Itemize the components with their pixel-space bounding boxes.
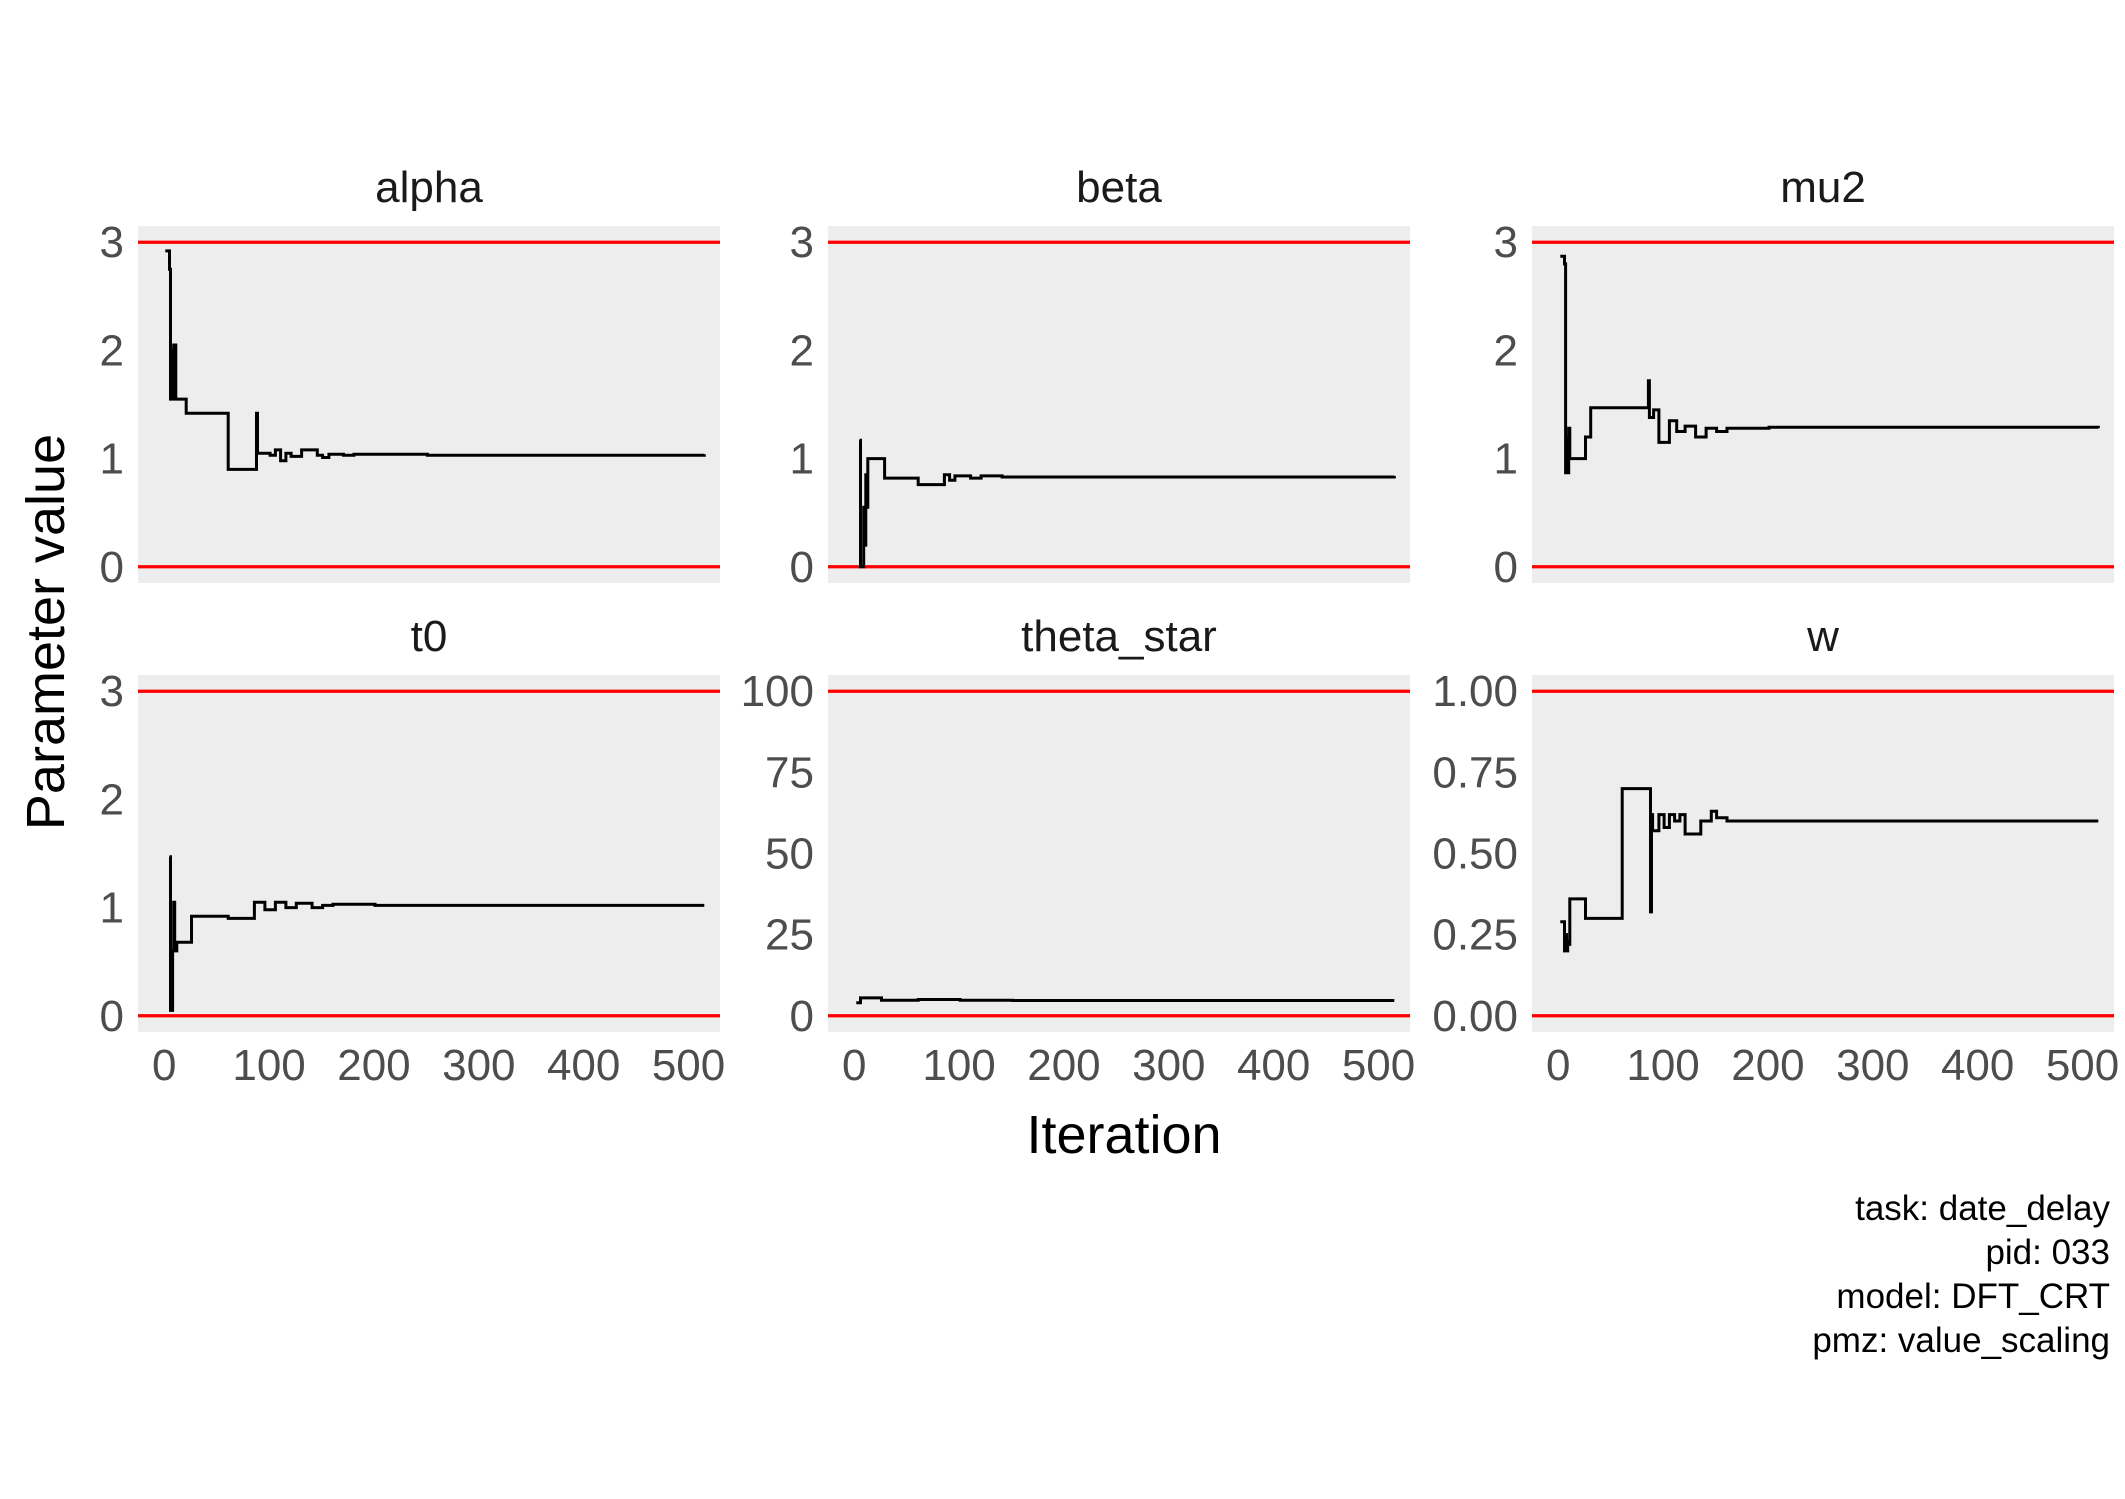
- panel-beta: beta 0 1 2 3: [790, 163, 1410, 592]
- y-tick-label: 0.75: [1432, 748, 1518, 797]
- caption-pid: pid: 033: [1985, 1233, 2110, 1272]
- caption-pmz: pmz: value_scaling: [1812, 1321, 2110, 1360]
- panel-mu2: mu2 0 1 2 3: [1494, 163, 2114, 592]
- x-tick-label: 500: [2046, 1041, 2119, 1090]
- caption-task: task: date_delay: [1855, 1189, 2110, 1228]
- panel-w: w 0.00 0.25 0.50 0.75 1.00 0 100 200 300 400 500: [1432, 612, 2119, 1090]
- panel-title: alpha: [375, 163, 483, 212]
- y-tick-label: 1: [790, 435, 814, 484]
- trace-line: [859, 438, 1396, 569]
- y-tick-label: 2: [1494, 326, 1518, 375]
- y-tick-label: 3: [790, 218, 814, 267]
- x-tick-label: 500: [652, 1041, 725, 1090]
- x-tick-label: 300: [1836, 1041, 1909, 1090]
- trace-line: [165, 249, 706, 471]
- trace-line: [169, 855, 705, 1012]
- x-tick-label: 0: [1546, 1041, 1570, 1090]
- x-tick-label: 200: [1027, 1041, 1100, 1090]
- panel-title: t0: [411, 612, 448, 661]
- panel-background: [828, 226, 1410, 583]
- panel-background: [828, 675, 1410, 1032]
- panel-title: w: [1806, 612, 1839, 661]
- trace-line: [1560, 787, 2099, 953]
- y-tick-label: 0.00: [1432, 992, 1518, 1041]
- y-tick-label: 2: [790, 326, 814, 375]
- x-tick-label: 100: [922, 1041, 995, 1090]
- y-tick-label: 1.00: [1432, 667, 1518, 716]
- x-tick-label: 100: [232, 1041, 305, 1090]
- panel-title: theta_star: [1021, 612, 1217, 661]
- panel-background: [1532, 226, 2114, 583]
- panel-alpha: alpha 0 1 2 3: [100, 163, 720, 592]
- y-tick-label: 50: [765, 830, 814, 879]
- y-tick-label: 0: [790, 992, 814, 1041]
- x-axis-title: Iteration: [1026, 1105, 1221, 1165]
- x-tick-label: 100: [1626, 1041, 1699, 1090]
- y-tick-label: 3: [100, 218, 124, 267]
- y-tick-label: 75: [765, 748, 814, 797]
- x-tick-label: 200: [337, 1041, 410, 1090]
- panel-background: [138, 675, 720, 1032]
- y-tick-label: 0: [100, 992, 124, 1041]
- y-tick-label: 100: [741, 667, 814, 716]
- y-tick-label: 3: [1494, 218, 1518, 267]
- x-tick-label: 0: [152, 1041, 176, 1090]
- y-tick-label: 25: [765, 911, 814, 960]
- panel-t0: t0 0 1 2 3 0 100 200 300 400 500: [100, 612, 726, 1090]
- y-tick-label: 3: [100, 667, 124, 716]
- y-tick-label: 0: [790, 543, 814, 592]
- y-tick-label: 0.25: [1432, 911, 1518, 960]
- y-tick-label: 0.50: [1432, 830, 1518, 879]
- y-axis-title: Parameter value: [16, 434, 76, 830]
- panel-theta_star: theta_star 0 25 50 75 100 0 100 200 300 400 500: [741, 612, 1416, 1090]
- x-tick-label: 300: [1132, 1041, 1205, 1090]
- panel-background: [1532, 675, 2114, 1032]
- panel-title: beta: [1076, 163, 1162, 212]
- y-tick-label: 1: [100, 884, 124, 933]
- y-tick-label: 2: [100, 775, 124, 824]
- y-tick-label: 0: [1494, 543, 1518, 592]
- y-tick-label: 1: [100, 435, 124, 484]
- y-tick-label: 1: [1494, 435, 1518, 484]
- x-tick-label: 400: [1237, 1041, 1310, 1090]
- panel-background: [138, 226, 720, 583]
- x-tick-label: 300: [442, 1041, 515, 1090]
- plot-caption: task: date_delay pid: 033 model: DFT_CRT…: [1812, 1187, 2110, 1363]
- y-tick-label: 2: [100, 326, 124, 375]
- caption-model: model: DFT_CRT: [1836, 1277, 2110, 1316]
- y-tick-label: 0: [100, 543, 124, 592]
- x-tick-label: 400: [1941, 1041, 2014, 1090]
- x-tick-label: 200: [1731, 1041, 1804, 1090]
- trace-line: [856, 996, 1395, 1005]
- x-tick-label: 400: [547, 1041, 620, 1090]
- x-tick-label: 500: [1342, 1041, 1415, 1090]
- x-tick-label: 0: [842, 1041, 866, 1090]
- panel-title: mu2: [1780, 163, 1866, 212]
- trace-line: [1560, 254, 2100, 475]
